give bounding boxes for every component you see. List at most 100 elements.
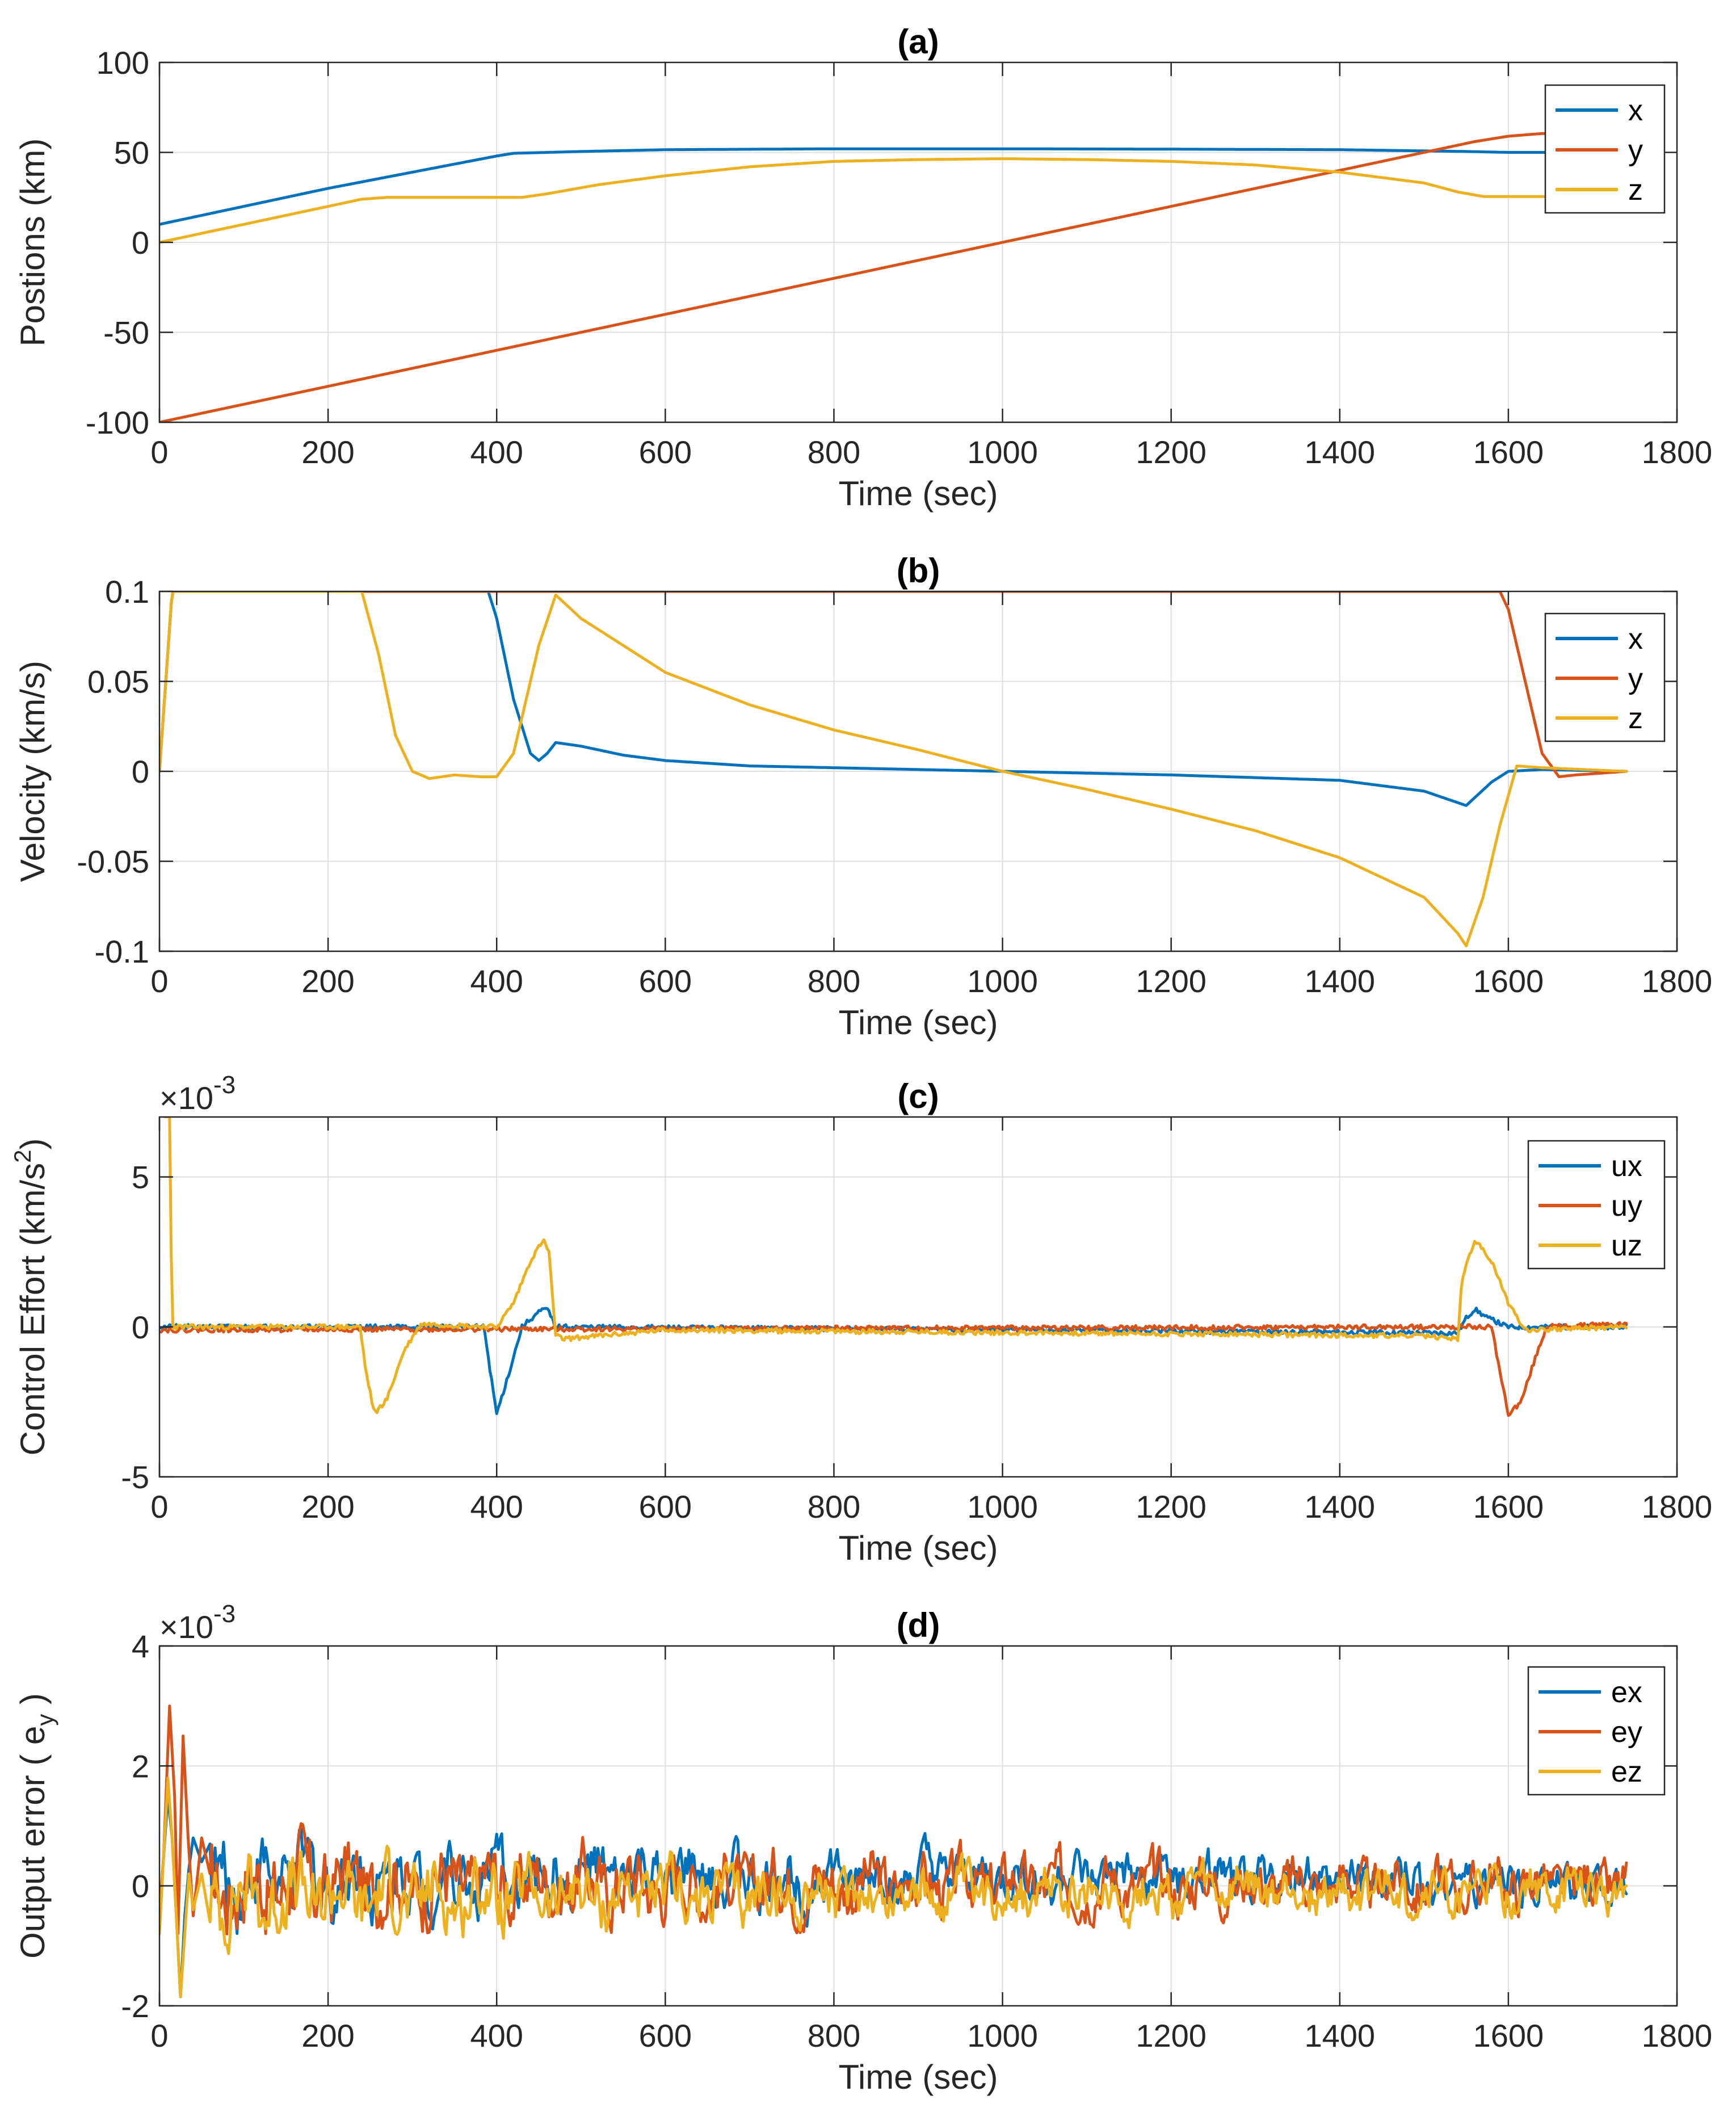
y-tick-label: -50 [103, 315, 149, 351]
legend-label: uy [1611, 1190, 1642, 1223]
x-tick-label: 1800 [1642, 963, 1713, 999]
y-axis-label: Control Effort (km/s2) [9, 1138, 52, 1455]
series-line-y [159, 132, 1628, 422]
x-tick-label: 1600 [1473, 1489, 1544, 1525]
x-tick-label: 1000 [967, 434, 1038, 470]
legend-label: y [1628, 662, 1643, 695]
x-axis-label: Time (sec) [838, 1003, 998, 1041]
x-tick-label: 1600 [1473, 2018, 1544, 2053]
y-tick-label: -5 [121, 1459, 149, 1495]
legend-label: y [1628, 134, 1643, 167]
x-tick-label: 400 [470, 434, 523, 470]
x-tick-label: 1200 [1136, 1489, 1207, 1525]
chart-panel-3: 0 200 400 600 800 1000 1200 1400 1600 1800-2024×1… [14, 1600, 1712, 2096]
y-axis-label-end: ) [14, 1693, 52, 1714]
y-tick-label: 0 [132, 225, 149, 261]
y-axis-label: Output error ( ey ) [14, 1693, 58, 1959]
exponent-base: ×10 [159, 1609, 213, 1645]
x-tick-label: 1200 [1136, 2018, 1207, 2053]
x-tick-label: 600 [639, 434, 692, 470]
x-tick-label: 1000 [967, 963, 1038, 999]
y-axis-label-main: Output error ( e [14, 1726, 52, 1959]
y-tick-label: 100 [96, 45, 149, 81]
series-line-ez [159, 1777, 1628, 1998]
x-tick-label: 600 [639, 2018, 692, 2053]
legend-label: ez [1611, 1756, 1642, 1788]
plot-area [159, 1646, 1677, 2006]
x-tick-label: 400 [470, 963, 523, 999]
exponent-label: ×10-3 [159, 1071, 236, 1116]
y-axis-label-end: ) [14, 1138, 52, 1149]
x-tick-label: 800 [808, 1489, 860, 1525]
y-tick-label: 50 [114, 135, 149, 171]
y-tick-label: 0 [132, 754, 149, 789]
x-tick-label: 1400 [1304, 2018, 1375, 2053]
series-group [159, 132, 1628, 422]
x-tick-label: 200 [301, 434, 354, 470]
x-tick-label: 200 [301, 963, 354, 999]
series-line-x [159, 591, 1628, 807]
legend-label: ex [1611, 1676, 1642, 1709]
x-axis-label: Time (sec) [838, 474, 998, 513]
x-tick-label: 1400 [1304, 963, 1375, 999]
chart-title: (b) [897, 552, 940, 590]
x-tick-label: 0 [150, 434, 168, 470]
y-tick-label: -2 [121, 1988, 149, 2024]
x-tick-label: 1400 [1304, 434, 1375, 470]
x-tick-label: 1000 [967, 2018, 1038, 2053]
x-tick-label: 1800 [1642, 2018, 1713, 2053]
series-line-z [159, 591, 1628, 947]
exponent-base: ×10 [159, 1080, 213, 1116]
chart-title: (c) [897, 1077, 939, 1115]
y-axis-label-main: Velocity (km/s) [14, 661, 52, 882]
x-tick-label: 1600 [1473, 434, 1544, 470]
chart-title: (a) [897, 23, 939, 61]
y-tick-label: -0.1 [95, 934, 150, 969]
x-tick-label: 400 [470, 1489, 523, 1525]
plot-area [159, 1117, 1677, 1477]
y-tick-label: 4 [132, 1628, 149, 1664]
exponent-label: ×10-3 [159, 1600, 236, 1645]
y-tick-label: -0.05 [77, 844, 149, 880]
x-tick-label: 600 [639, 963, 692, 999]
x-axis-label: Time (sec) [838, 2058, 998, 2096]
legend: xyz [1544, 612, 1666, 742]
x-tick-label: 0 [150, 1489, 168, 1525]
x-tick-label: 600 [639, 1489, 692, 1525]
y-tick-label: 0.1 [105, 574, 149, 610]
legend: ex ey ez [1527, 1666, 1666, 1796]
x-tick-label: 200 [301, 1489, 354, 1525]
exponent-power: -3 [213, 1071, 236, 1099]
legend-label: ux [1611, 1150, 1642, 1183]
x-tick-label: 200 [301, 2018, 354, 2053]
legend: ux uy uz [1527, 1140, 1666, 1270]
series-line-x [159, 147, 1628, 226]
y-axis-label-superscript: 2 [9, 1149, 36, 1162]
y-tick-label: 0 [132, 1309, 149, 1345]
series-group [159, 1704, 1628, 1998]
legend-label: z [1628, 702, 1643, 735]
x-tick-label: 1600 [1473, 963, 1544, 999]
series-line-z [159, 157, 1628, 244]
chart-panel-0: 0 200 400 600 800 1000 1200 1400 1600 1800-100-50… [14, 23, 1712, 513]
y-axis-label-main: Postions (km) [14, 138, 52, 347]
x-tick-label: 0 [150, 2018, 168, 2053]
x-tick-label: 800 [808, 434, 860, 470]
y-axis-label: Postions (km) [14, 138, 52, 347]
x-tick-label: 1800 [1642, 1489, 1713, 1525]
series-line-uy [159, 1321, 1628, 1417]
x-tick-label: 1400 [1304, 1489, 1375, 1525]
legend-label: z [1628, 174, 1643, 207]
y-tick-label: 2 [132, 1748, 149, 1784]
legend-label: x [1628, 623, 1643, 656]
x-tick-label: 800 [808, 963, 860, 999]
y-axis-label: Velocity (km/s) [14, 661, 52, 882]
series-group [159, 1117, 1628, 1417]
y-tick-label: 5 [132, 1160, 149, 1195]
x-axis-label: Time (sec) [838, 1529, 998, 1567]
axes-frame [158, 1645, 1678, 2007]
x-tick-label: 1200 [1136, 963, 1207, 999]
legend-label: uz [1611, 1229, 1642, 1262]
exponent-power: -3 [213, 1600, 236, 1628]
